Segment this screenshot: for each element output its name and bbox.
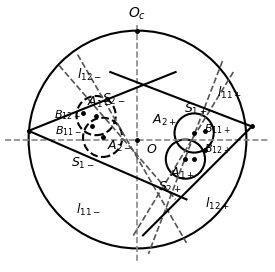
Text: $A_{1+}$: $A_{1+}$	[170, 166, 195, 181]
Text: $A_{1-}$: $A_{1-}$	[87, 95, 112, 110]
Text: $B_{11+}$: $B_{11+}$	[204, 122, 231, 135]
Text: $A_{2-}$: $A_{2-}$	[107, 138, 132, 153]
Text: $S_{1+}$: $S_{1+}$	[184, 101, 208, 117]
Text: $S_{2+}$: $S_{2+}$	[158, 180, 182, 195]
Text: $B_{11-}$: $B_{11-}$	[55, 124, 82, 138]
Text: $l_{11+}$: $l_{11+}$	[217, 85, 242, 101]
Text: $O$: $O$	[146, 143, 158, 156]
Text: $l_{12-}$: $l_{12-}$	[77, 67, 102, 83]
Text: $l_{11-}$: $l_{11-}$	[76, 202, 101, 218]
Text: $B_{12+}$: $B_{12+}$	[204, 143, 231, 156]
Text: $A_{2+}$: $A_{2+}$	[152, 112, 177, 128]
Text: $S_{1-}$: $S_{1-}$	[71, 156, 95, 171]
Text: $B_{12-}$: $B_{12-}$	[54, 109, 81, 122]
Text: $S_{2-}$: $S_{2-}$	[102, 92, 125, 107]
Text: $O_c$: $O_c$	[128, 5, 147, 22]
Text: $l_{12+}$: $l_{12+}$	[205, 196, 230, 212]
